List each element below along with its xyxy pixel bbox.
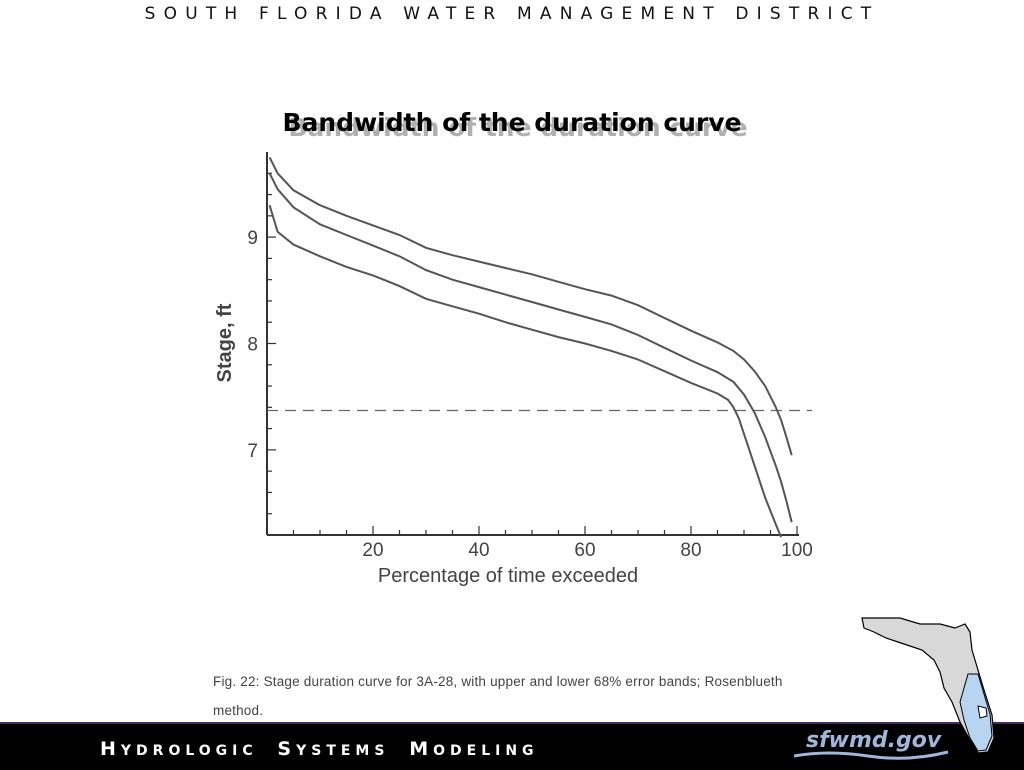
y-tick-label: 9 [247,228,258,249]
sfwmd-logo-text: sfwmd.gov [806,728,942,753]
x-tick-label: 60 [574,540,595,561]
footer-word-3: MODELING [409,738,539,760]
figure-caption-line-1: Fig. 22: Stage duration curve for 3A-28,… [213,674,783,689]
figure-caption: Fig. 22: Stage duration curve for 3A-28,… [213,667,853,725]
footer-word-2: SYSTEMS [277,738,390,760]
series-line-lower [268,204,783,538]
florida-outline [861,617,995,754]
chart-axes [266,152,799,536]
florida-map-icon [861,617,995,754]
x-tick-label: 100 [781,540,813,561]
x-tick-label: 40 [468,540,489,561]
y-tick-group: 7 8 9 [247,228,258,462]
y-tick-label: 7 [247,441,258,462]
x-tick-label: 20 [362,540,383,561]
wave-icon [793,750,949,760]
slide-title: Bandwidth of the duration curve [282,108,742,137]
lake-okeechobee [977,705,988,719]
x-tick-label: 80 [680,540,701,561]
y-tick-label: 8 [247,335,258,356]
footer-title: HYDROLOGIC SYSTEMS MODELING [100,738,539,760]
stage-duration-chart: 20 40 60 80 100 7 8 9 Percentage of time excee… [214,152,813,587]
x-tick-group: 20 40 60 80 100 [362,540,812,561]
x-axis-title: Percentage of time exceeded [378,565,638,587]
y-axis-title: Stage, ft [214,303,236,382]
footer-word-1: HYDROLOGIC [100,738,258,760]
series-line-central [268,172,793,523]
slide-title-shadow: Bandwidth of the duration curve [288,113,748,142]
chart-series-group [268,156,793,538]
series-line-upper [268,156,793,456]
district-region [959,673,993,752]
footer-bar [0,722,1024,770]
organization-header: SOUTH FLORIDA WATER MANAGEMENT DISTRICT [144,4,880,24]
figure-caption-line-2: method. [213,703,264,718]
